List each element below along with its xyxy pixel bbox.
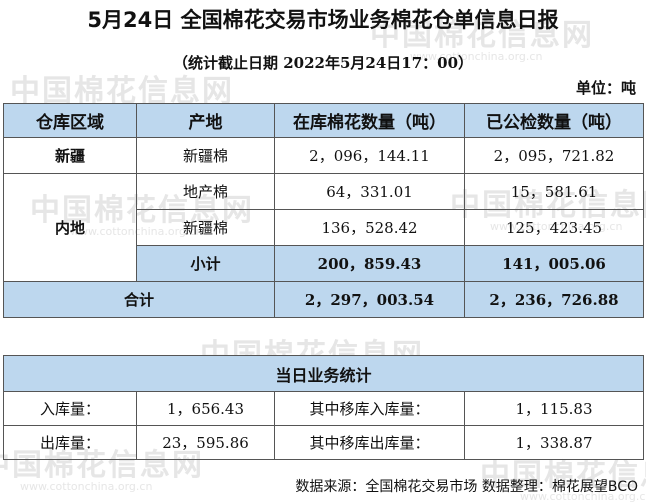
report-title: 5月24日 全国棉花交易市场业务棉花仓单信息日报 (87, 8, 559, 32)
daily-stats-table: 当日业务统计 入库量： 1，656.43 其中移库入库量： 1，115.83 出… (2, 355, 645, 460)
unit-label: 单位：吨 (575, 79, 636, 97)
origin-cell: 地产棉 (136, 173, 275, 210)
subtotal-label: 小计 (136, 245, 275, 282)
total-row: 合计 2，297，003.54 2，236，726.88 (3, 281, 644, 318)
outbound-value: 23，595.86 (136, 425, 275, 460)
table-row: 入库量： 1，656.43 其中移库入库量： 1，115.83 (3, 391, 645, 426)
data-source-footer: 数据来源：全国棉花交易市场 数据整理：棉花展望BCO (295, 479, 638, 495)
transfer-outbound-label: 其中移库出库量： (274, 425, 465, 460)
header-stock: 在库棉花数量（吨） (274, 103, 465, 138)
outbound-label: 出库量： (3, 425, 137, 460)
daily-title: 当日业务统计 (2, 355, 645, 392)
stock-cell: 136，528.42 (274, 209, 465, 246)
table-row: 新疆 新疆棉 2，096，144.11 2，095，721.82 (3, 137, 644, 174)
table-header-row: 仓库区域 产地 在库棉花数量（吨） 已公检数量（吨） (3, 103, 644, 138)
transfer-inbound-value: 1，115.83 (463, 391, 645, 426)
origin-cell: 新疆棉 (136, 137, 275, 174)
inbound-value: 1，656.43 (136, 391, 275, 426)
region-cell: 内地 (3, 173, 137, 282)
header-inspected: 已公检数量（吨） (464, 103, 644, 138)
table-row: 出库量： 23，595.86 其中移库出库量： 1，338.87 (3, 425, 645, 460)
inspected-cell: 15，581.61 (464, 173, 644, 210)
warehouse-table: 仓库区域 产地 在库棉花数量（吨） 已公检数量（吨） 新疆 新疆棉 2，096，… (3, 103, 644, 318)
table-row: 新疆棉 136，528.42 125，423.45 (4, 209, 644, 246)
total-stock: 2，297，003.54 (274, 281, 465, 318)
origin-cell: 新疆棉 (136, 209, 275, 246)
stock-cell: 64，331.01 (274, 173, 465, 210)
daily-title-row: 当日业务统计 (2, 355, 645, 392)
subtotal-row: 小计 200，859.43 141，005.06 (4, 245, 644, 282)
report-subtitle: （统计截止日期 2022年5月24日17：00） (172, 54, 474, 72)
header-origin: 产地 (136, 103, 275, 138)
total-label: 合计 (3, 281, 275, 318)
total-inspected: 2，236，726.88 (464, 281, 644, 318)
transfer-outbound-value: 1，338.87 (463, 425, 645, 460)
inspected-cell: 2，095，721.82 (464, 137, 644, 174)
transfer-inbound-label: 其中移库入库量： (274, 391, 465, 426)
stock-cell: 2，096，144.11 (274, 137, 465, 174)
header-region: 仓库区域 (3, 103, 137, 138)
inbound-label: 入库量： (3, 391, 137, 426)
subtotal-inspected: 141，005.06 (464, 245, 644, 282)
inspected-cell: 125，423.45 (464, 209, 644, 246)
table-row: 内地 地产棉 64，331.01 15，581.61 (3, 173, 644, 282)
region-cell: 新疆 (3, 137, 137, 174)
subtotal-stock: 200，859.43 (274, 245, 465, 282)
